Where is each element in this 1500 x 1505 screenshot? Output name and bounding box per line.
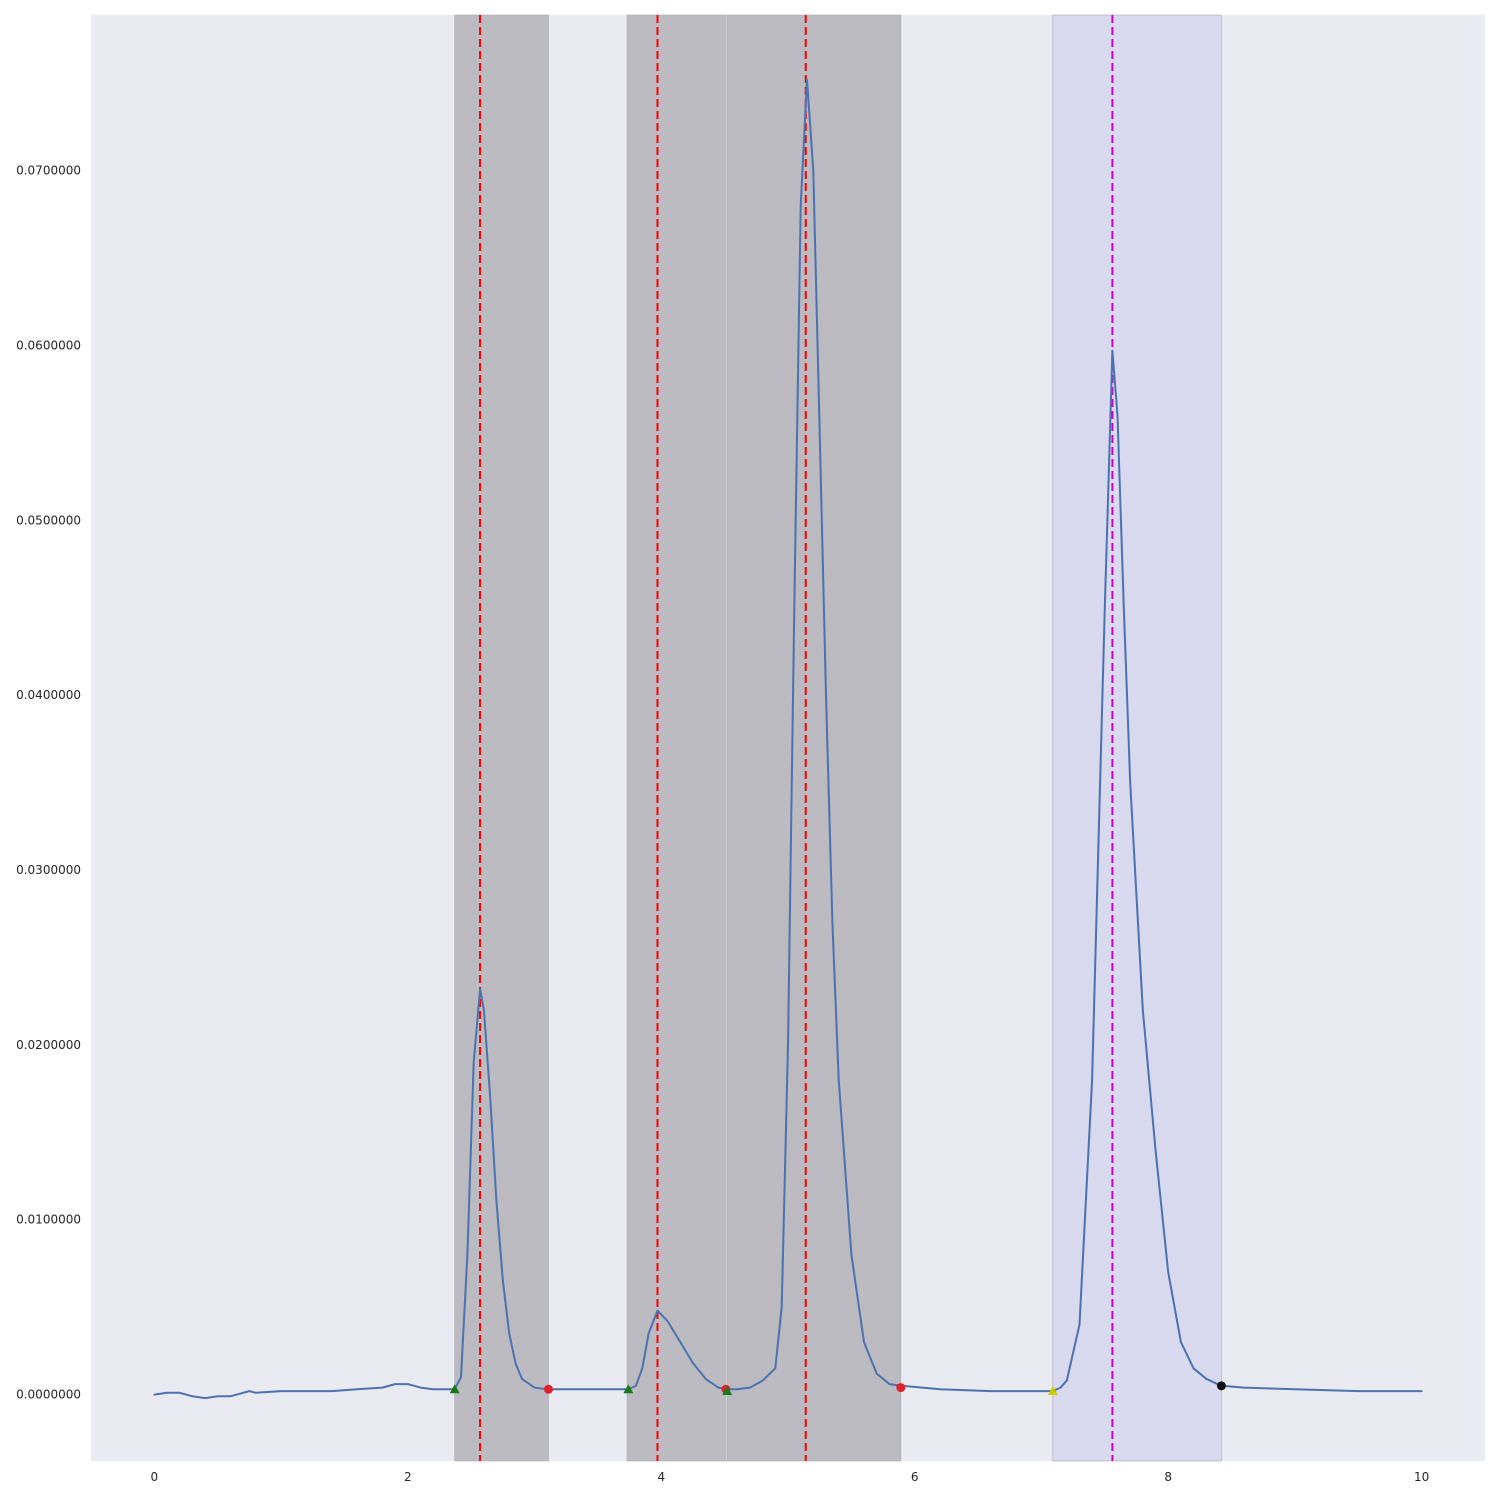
series-line-1 [153,78,1423,1400]
y-tick-label-7: 0.0600000 [16,338,81,352]
shaded-region-4 [1052,14,1222,1462]
x-tick-label-1: 0 [151,1470,159,1484]
y-tick-label-6: 0.0500000 [16,513,81,527]
shaded-regions [454,14,1222,1462]
peak-lines [479,15,1114,1461]
start-marker-3 [623,1384,634,1394]
start-marker-1 [449,1384,460,1394]
end-marker-6 [896,1383,906,1393]
start-marker-5 [722,1386,733,1396]
start-marker-7 [1047,1386,1058,1396]
x-axis: 0 2 4 6 8 10 [151,1470,1430,1484]
shaded-region-3 [726,14,902,1462]
y-tick-label-1: 0.0000000 [16,1388,81,1402]
y-tick-label-5: 0.0400000 [16,688,81,702]
shaded-region-1 [454,14,549,1462]
y-tick-label-2: 0.0100000 [16,1213,81,1227]
series-layer [153,78,1423,1400]
y-tick-label-3: 0.0200000 [16,1038,81,1052]
y-tick-label-4: 0.0300000 [16,863,81,877]
x-tick-label-4: 6 [911,1470,919,1484]
shaded-region-2 [626,14,727,1462]
y-axis: 0.0000000 0.0100000 0.0200000 0.0300000 0.04… [16,164,81,1402]
y-tick-label-8: 0.0700000 [16,164,81,178]
x-tick-label-6: 10 [1414,1470,1429,1484]
boundary-markers [449,1381,1226,1396]
x-tick-label-2: 2 [404,1470,412,1484]
x-tick-label-3: 4 [657,1470,665,1484]
end-marker-8 [1216,1381,1226,1391]
end-marker-2 [543,1384,553,1394]
x-tick-label-5: 8 [1164,1470,1172,1484]
